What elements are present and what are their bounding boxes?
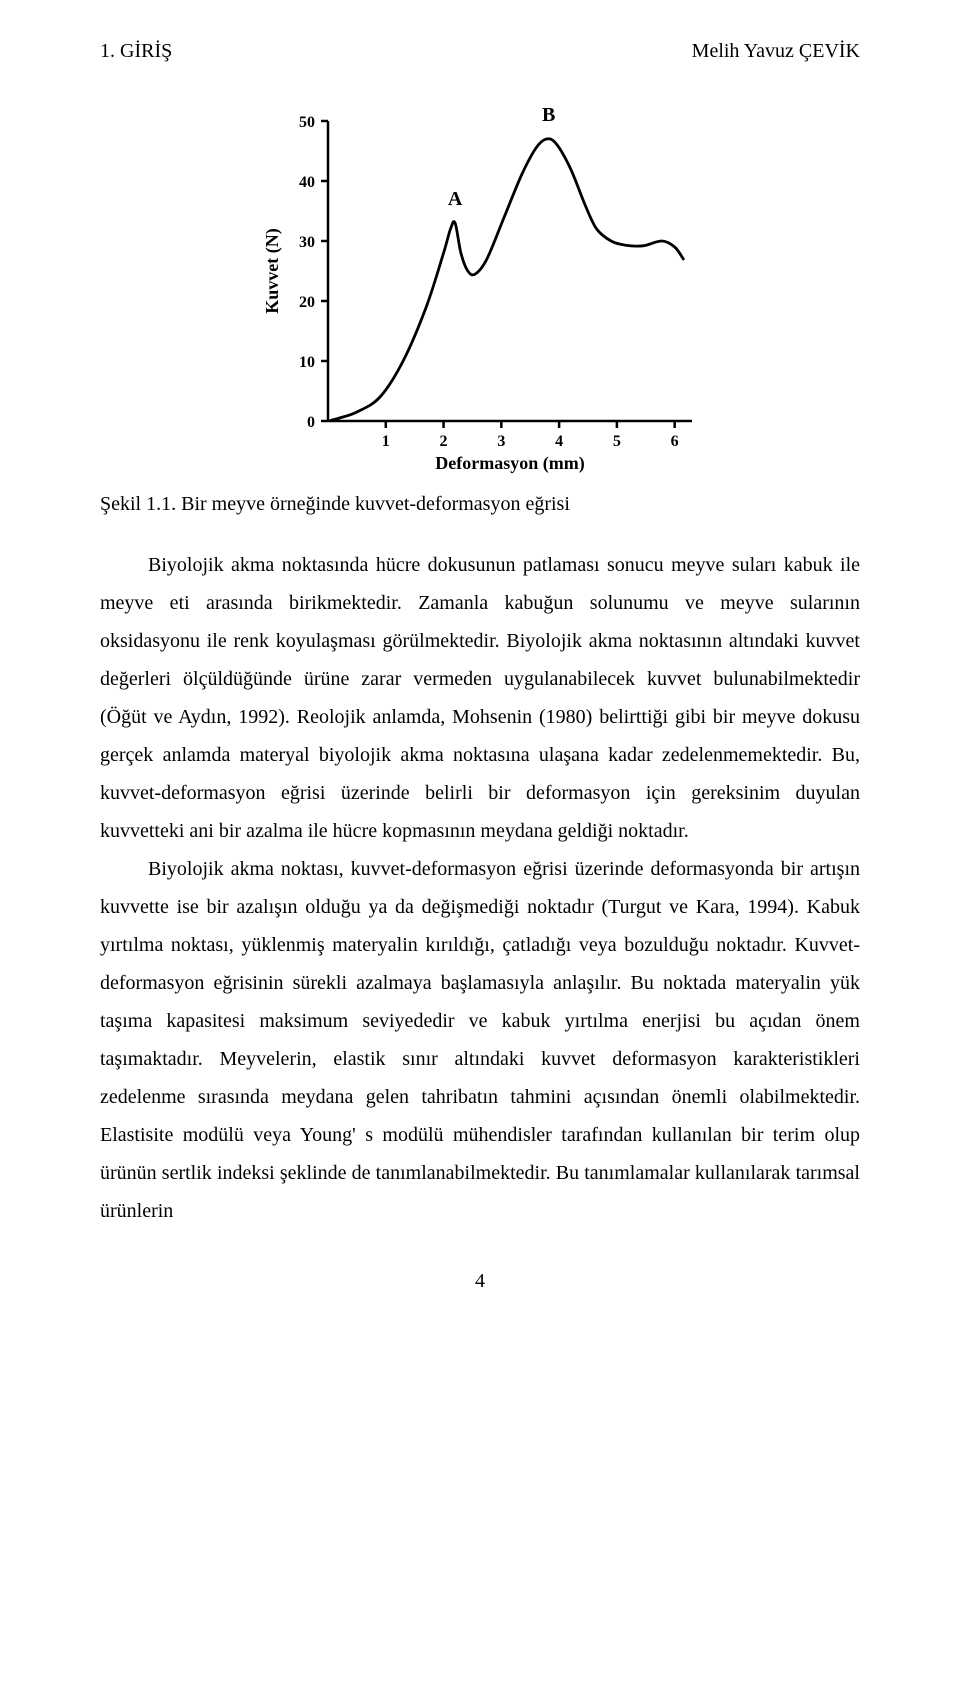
svg-text:2: 2 — [440, 433, 448, 450]
body-text: Biyolojik akma noktasında hücre dokusunu… — [100, 546, 860, 1230]
svg-text:20: 20 — [299, 294, 315, 311]
svg-text:B: B — [542, 104, 555, 126]
paragraph-2: Biyolojik akma noktası, kuvvet-deformasy… — [100, 850, 860, 1230]
figure-force-deformation: 0 10 20 30 40 50 1 2 3 4 5 6 Kuvvet (N) Deformasyon (… — [100, 103, 860, 483]
page: 1. GİRİŞ Melih Yavuz ÇEVİK 0 10 20 30 40 50 1 2… — [0, 0, 960, 1353]
svg-text:10: 10 — [299, 354, 315, 371]
header-section: 1. GİRİŞ — [100, 40, 172, 63]
svg-text:Kuvvet (N): Kuvvet (N) — [262, 228, 283, 313]
svg-text:30: 30 — [299, 234, 315, 251]
page-number: 4 — [100, 1270, 860, 1293]
svg-text:4: 4 — [555, 433, 563, 450]
header-author: Melih Yavuz ÇEVİK — [692, 40, 860, 63]
svg-text:6: 6 — [671, 433, 679, 450]
svg-text:A: A — [448, 188, 463, 210]
svg-text:1: 1 — [382, 433, 390, 450]
svg-text:Deformasyon (mm): Deformasyon (mm) — [435, 453, 584, 474]
svg-text:40: 40 — [299, 174, 315, 191]
chart-svg: 0 10 20 30 40 50 1 2 3 4 5 6 Kuvvet (N) Deformasyon (… — [250, 103, 710, 483]
figure-caption: Şekil 1.1. Bir meyve örneğinde kuvvet-de… — [100, 493, 860, 516]
svg-text:50: 50 — [299, 114, 315, 131]
svg-text:3: 3 — [497, 433, 505, 450]
page-header: 1. GİRİŞ Melih Yavuz ÇEVİK — [100, 40, 860, 63]
svg-text:5: 5 — [613, 433, 621, 450]
svg-text:0: 0 — [307, 414, 315, 431]
paragraph-1: Biyolojik akma noktasında hücre dokusunu… — [100, 546, 860, 850]
